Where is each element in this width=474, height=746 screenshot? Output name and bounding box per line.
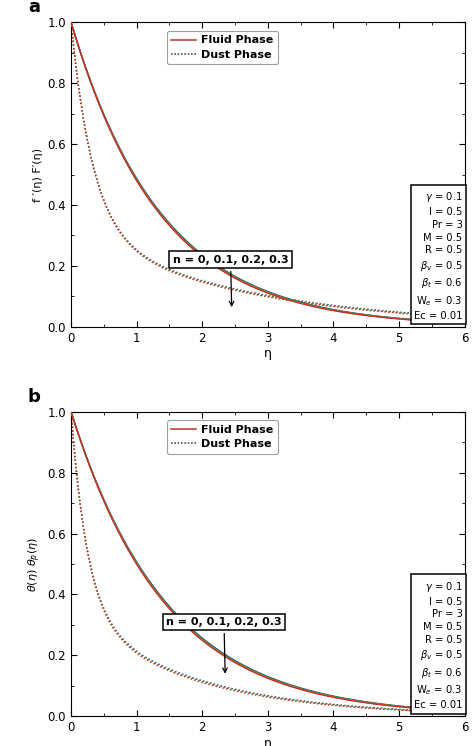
- Text: b: b: [28, 388, 41, 406]
- X-axis label: η: η: [264, 737, 272, 746]
- X-axis label: η: η: [264, 348, 272, 360]
- Text: $\gamma$ = 0.1
l = 0.5
Pr = 3
M = 0.5
R = 0.5
$\beta$$_v$ = 0.5
$\beta$$_t$ = 0.: $\gamma$ = 0.1 l = 0.5 Pr = 3 M = 0.5 R …: [414, 190, 463, 321]
- Text: n = 0, 0.1, 0.2, 0.3: n = 0, 0.1, 0.2, 0.3: [166, 617, 282, 672]
- Y-axis label: $\theta(\eta)\ \theta_p(\eta)$: $\theta(\eta)\ \theta_p(\eta)$: [27, 536, 44, 592]
- Text: a: a: [28, 0, 40, 16]
- Text: $\gamma$ = 0.1
l = 0.5
Pr = 3
M = 0.5
R = 0.5
$\beta$$_v$ = 0.5
$\beta$$_t$ = 0.: $\gamma$ = 0.1 l = 0.5 Pr = 3 M = 0.5 R …: [414, 580, 463, 710]
- Y-axis label: f ′(η) F′(η): f ′(η) F′(η): [34, 148, 44, 201]
- Text: n = 0, 0.1, 0.2, 0.3: n = 0, 0.1, 0.2, 0.3: [173, 255, 288, 306]
- Legend: Fluid Phase, Dust Phase: Fluid Phase, Dust Phase: [167, 31, 278, 64]
- Legend: Fluid Phase, Dust Phase: Fluid Phase, Dust Phase: [167, 421, 278, 454]
